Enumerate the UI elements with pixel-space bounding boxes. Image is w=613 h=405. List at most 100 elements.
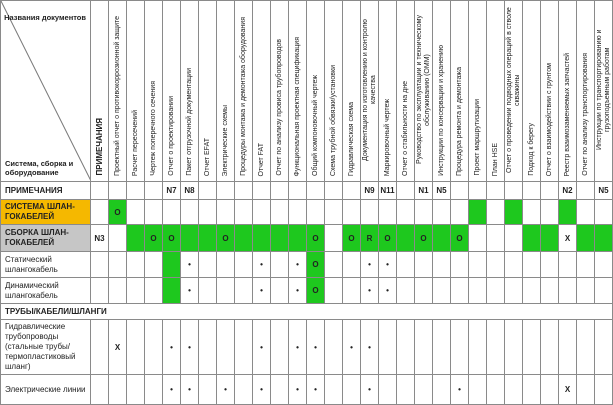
matrix-cell [324, 224, 343, 252]
matrix-cell [396, 224, 415, 252]
matrix-cell [270, 181, 289, 200]
matrix-cell [108, 374, 127, 405]
matrix-cell [540, 319, 559, 375]
matrix-cell [216, 199, 235, 225]
document-column-header: Функциональная проектная спецификация [288, 0, 307, 182]
matrix-cell: • [180, 319, 199, 375]
matrix-cell [378, 199, 397, 225]
row-label: ПРИМЕЧАНИЯ [0, 181, 91, 200]
document-column-header: Инструкции по консервации и хранению [432, 0, 451, 182]
table-row: Статический шлангокабель • • • O • • [0, 251, 613, 278]
matrix-cell: • [180, 277, 199, 304]
matrix-cell: • [288, 277, 307, 304]
matrix-cell [504, 199, 523, 225]
matrix-cell [414, 319, 433, 375]
matrix-cell: O [306, 251, 325, 278]
document-column-header: Гидравлическая схема [342, 0, 361, 182]
matrix-cell: • [252, 319, 271, 375]
matrix-cell [396, 199, 415, 225]
matrix-cell [378, 319, 397, 375]
document-column-label: Маркировочный чертеж [383, 98, 391, 176]
matrix-cell [288, 181, 307, 200]
matrix-cell: • [378, 277, 397, 304]
matrix-cell [414, 199, 433, 225]
matrix-cell: • [342, 319, 361, 375]
matrix-cell [198, 181, 217, 200]
matrix-cell [126, 319, 145, 375]
table-row: Динамический шлангокабель • • • O • • [0, 277, 613, 304]
document-column-label: Инструкции по транспортированию и грузоп… [595, 29, 611, 151]
matrix-cell [486, 319, 505, 375]
matrix-cell [540, 224, 559, 252]
remark-cell [90, 277, 109, 304]
document-column-header: Подход к берегу [522, 0, 541, 182]
document-column-header: Расчет пересечений [126, 0, 145, 182]
corner-header: Названия документов Система, сборка и об… [0, 0, 91, 182]
document-column-label: План HSE [491, 142, 499, 176]
matrix-cell: • [306, 374, 325, 405]
matrix-cell [180, 199, 199, 225]
matrix-cell [216, 319, 235, 375]
document-column-label: Отчет по анализу транспортирования [581, 53, 589, 176]
matrix-cell [162, 277, 181, 304]
matrix-cell [576, 199, 595, 225]
matrix-cell [468, 251, 487, 278]
document-column-label: Общий компоновочный чертеж [311, 75, 319, 176]
document-column-label: Руководство по эксплуатации и техническо… [415, 15, 431, 165]
matrix-cell [270, 251, 289, 278]
document-column-header: Руководство по эксплуатации и техническо… [414, 0, 433, 182]
matrix-cell [252, 181, 271, 200]
matrix-cell [594, 224, 613, 252]
document-column-header: Процедуры монтажа и демонтажа оборудован… [234, 0, 253, 182]
row-label: Гидравлические трубопроводы (стальные тр… [0, 319, 91, 375]
matrix-cell [558, 277, 577, 304]
matrix-cell [594, 199, 613, 225]
matrix-cell: N8 [180, 181, 199, 200]
matrix-cell [216, 181, 235, 200]
matrix-cell [486, 224, 505, 252]
matrix-cell: • [288, 374, 307, 405]
table-row: Гидравлические трубопроводы (стальные тр… [0, 319, 613, 375]
matrix-cell [468, 319, 487, 375]
document-column-label: Отчет о стабильности на дне [401, 81, 409, 176]
matrix-cell: • [252, 374, 271, 405]
matrix-cell [162, 251, 181, 278]
matrix-cell [576, 181, 595, 200]
matrix-cell: X [558, 374, 577, 405]
matrix-cell [342, 199, 361, 225]
matrix-cell [540, 374, 559, 405]
remarks-column-header: ПРИМЕЧАНИЯ [90, 0, 109, 182]
matrix-cell [342, 277, 361, 304]
matrix-cell: R [360, 224, 379, 252]
matrix-cell [450, 277, 469, 304]
matrix-cell [126, 374, 145, 405]
matrix-cell: O [378, 224, 397, 252]
document-column-header: Отчет о проведении подводных операций в … [504, 0, 523, 182]
matrix-cell [486, 199, 505, 225]
matrix-cell: O [414, 224, 433, 252]
matrix-cell [558, 251, 577, 278]
matrix-cell [396, 181, 415, 200]
matrix-cell [126, 181, 145, 200]
document-column-header: План HSE [486, 0, 505, 182]
matrix-cell [396, 277, 415, 304]
matrix-cell [432, 319, 451, 375]
document-column-header: Отчет EFAT [198, 0, 217, 182]
matrix-cell [252, 224, 271, 252]
matrix-cell [108, 251, 127, 278]
matrix-cell [306, 199, 325, 225]
matrix-cell [126, 224, 145, 252]
matrix-cell [468, 224, 487, 252]
document-column-label: Отчет FAT [257, 142, 265, 176]
document-column-label: Инструкции по консервации и хранению [437, 45, 445, 176]
matrix-cell: N7 [162, 181, 181, 200]
matrix-cell [504, 374, 523, 405]
remark-cell: N3 [90, 224, 109, 252]
remark-cell [90, 251, 109, 278]
matrix-cell [540, 251, 559, 278]
matrix-cell [396, 319, 415, 375]
document-column-header: Отчет по анализу транспортирования [576, 0, 595, 182]
document-column-label: Проектный отчет о противокоррозионной за… [113, 15, 121, 176]
matrix-cell: • [360, 251, 379, 278]
matrix-cell [594, 374, 613, 405]
